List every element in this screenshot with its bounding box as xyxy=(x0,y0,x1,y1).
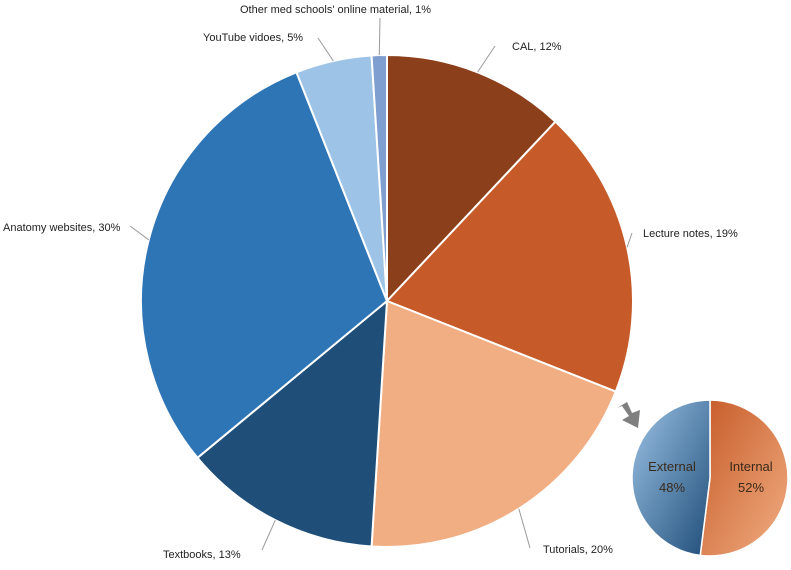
main-pie-labels: CAL, 12% Lecture notes, 19% Tutorials, 20%… xyxy=(3,4,738,561)
main-pie xyxy=(140,53,634,548)
leader-line-other-med-schools-online-material xyxy=(378,17,381,56)
leader-line-lecture-notes xyxy=(626,232,633,248)
data-label-lecture-notes: Lecture notes, 19% xyxy=(643,228,738,240)
sub-pie-percent-internal: 52% xyxy=(738,480,764,495)
sub-pie xyxy=(631,399,789,557)
pie-slice-textbooks xyxy=(196,298,389,548)
sub-pie-label-external: External xyxy=(648,459,696,474)
leader-line-youtube-vidoes xyxy=(317,37,334,62)
data-label-anatomy-websites: Anatomy websites, 30% xyxy=(3,222,121,234)
sub-pie-label-internal: Internal xyxy=(729,459,772,474)
leader-line-anatomy-websites xyxy=(129,225,150,241)
leader-line-textbooks xyxy=(261,519,276,551)
sub-pie-percent-external: 48% xyxy=(659,480,685,495)
data-label-tutorials: Tutorials, 20% xyxy=(543,544,613,556)
leader-line-cal xyxy=(477,45,496,73)
data-label-other-med-schools-online-material: Other med schools' online material, 1% xyxy=(240,4,431,16)
callout-arrow xyxy=(617,402,640,428)
pie-slice-anatomy-websites xyxy=(140,70,389,460)
sub-pie-slice-external xyxy=(631,399,711,557)
data-label-cal: CAL, 12% xyxy=(512,41,562,53)
pie-slice-cal xyxy=(386,53,557,304)
data-label-youtube-vidoes: YouTube vidoes, 5% xyxy=(203,32,303,44)
pie-slice-lecture-notes xyxy=(385,120,634,393)
arrow-icon xyxy=(617,402,640,428)
leader-line-tutorials xyxy=(518,508,531,549)
data-label-textbooks: Textbooks, 13% xyxy=(163,549,241,561)
sub-pie-slice-internal xyxy=(699,399,789,557)
sub-pie-labels: Internal 52% External 48% xyxy=(648,459,773,495)
